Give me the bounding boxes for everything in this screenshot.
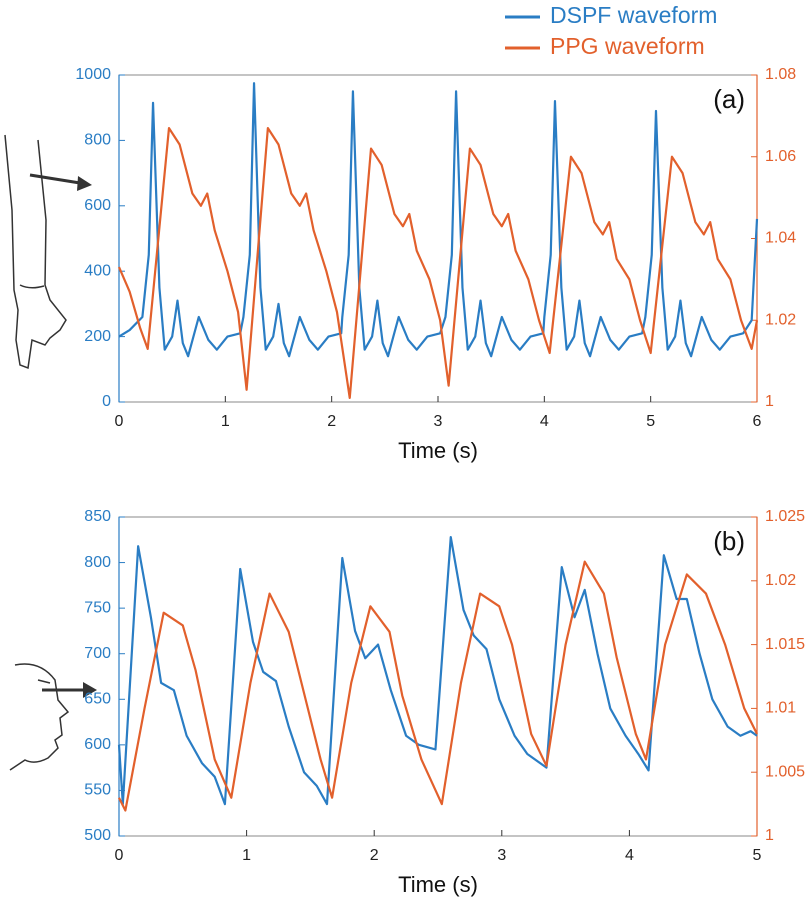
- waveform-line: [118, 82, 759, 358]
- y-tick-label: 800: [84, 132, 111, 149]
- y2-tick-label: 1.005: [765, 763, 805, 780]
- face-arrow: [42, 682, 97, 698]
- y-tick-label: 700: [84, 645, 111, 662]
- waveform-line: [117, 535, 758, 806]
- plot-frame: [118, 516, 758, 837]
- x-tick-label: 5: [753, 847, 762, 864]
- y2-tick-label: 1.04: [765, 230, 796, 247]
- y-tick-label: 400: [84, 262, 111, 279]
- y2-tick-label: 1.02: [765, 572, 796, 589]
- y2-tick-label: 1.025: [765, 508, 805, 525]
- waveform-line: [118, 560, 758, 812]
- x-tick-label: 2: [327, 413, 336, 430]
- y2-tick-label: 1.01: [765, 700, 796, 717]
- y-tick-label: 850: [84, 508, 111, 525]
- y2-tick-label: 1.08: [765, 66, 796, 83]
- face-icon: [9, 663, 70, 771]
- panel-label: (b): [713, 526, 745, 556]
- y-tick-label: 800: [84, 554, 111, 571]
- x-tick-label: 0: [115, 847, 124, 864]
- y-tick-label: 200: [84, 328, 111, 345]
- x-tick-label: 4: [540, 413, 549, 430]
- y2-tick-label: 1: [765, 827, 774, 844]
- legend-label: PPG waveform: [550, 33, 705, 59]
- x-tick-label: 3: [434, 413, 443, 430]
- panel-label: (a): [713, 84, 745, 114]
- x-axis-label: Time (s): [398, 872, 478, 897]
- y-tick-label: 750: [84, 599, 111, 616]
- x-tick-label: 3: [497, 847, 506, 864]
- y-tick-label: 600: [84, 197, 111, 214]
- y-tick-label: 600: [84, 736, 111, 753]
- y2-tick-label: 1.02: [765, 311, 796, 328]
- x-axis-label: Time (s): [398, 438, 478, 463]
- y-tick-label: 0: [102, 393, 111, 410]
- x-tick-label: 5: [646, 413, 655, 430]
- y-tick-label: 550: [84, 782, 111, 799]
- legend-label: DSPF waveform: [550, 2, 717, 28]
- waveform-line: [117, 127, 759, 400]
- y-tick-label: 500: [84, 827, 111, 844]
- x-tick-label: 0: [115, 413, 124, 430]
- y2-tick-label: 1.06: [765, 148, 796, 165]
- y-tick-label: 1000: [75, 66, 111, 83]
- x-tick-label: 1: [242, 847, 251, 864]
- x-tick-label: 4: [625, 847, 634, 864]
- x-tick-label: 2: [370, 847, 379, 864]
- y-tick-label: 650: [84, 691, 111, 708]
- y2-tick-label: 1: [765, 393, 774, 410]
- arm-arrow: [29, 173, 92, 191]
- x-tick-label: 6: [753, 413, 762, 430]
- y2-tick-label: 1.015: [765, 636, 805, 653]
- x-tick-label: 1: [221, 413, 230, 430]
- arm-icon: [4, 134, 67, 370]
